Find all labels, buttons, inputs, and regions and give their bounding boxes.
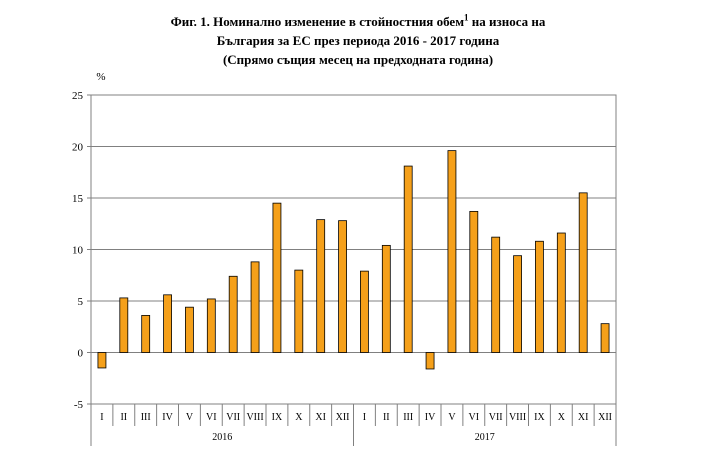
x-tick-label: XI	[578, 412, 589, 423]
bar	[141, 315, 151, 353]
bar	[469, 210, 479, 353]
x-tick-label: VIII	[509, 412, 526, 423]
y-tick-label: 0	[78, 348, 84, 360]
x-tick-label: VII	[226, 412, 240, 423]
chart-title-line-1: Фиг. 1. Номинално изменение в стойностни…	[170, 12, 546, 29]
x-tick-label: I	[100, 412, 103, 423]
x-group-label: 2016	[212, 432, 232, 443]
y-tick-label: 15	[72, 193, 84, 205]
y-axis-ticks: 25 20 15 10 5 0 -5	[72, 90, 91, 411]
bar	[119, 297, 129, 353]
y-axis-label: %	[96, 71, 105, 83]
bar	[556, 232, 566, 353]
bar	[578, 192, 588, 353]
gridlines	[91, 146, 616, 353]
x-tick-label: V	[186, 412, 194, 423]
bar	[97, 352, 107, 369]
x-tick-label: I	[363, 412, 366, 423]
y-tick-label: 5	[78, 296, 84, 308]
chart-title-line-2: България за ЕС през периода 2016 - 2017 …	[216, 33, 500, 48]
x-axis: I II III IV V VI VII VIII IX X XI XII I II III IV V VI VII…	[90, 404, 617, 446]
bar	[360, 270, 369, 353]
bar	[513, 255, 522, 353]
chart-title: Фиг. 1. Номинално изменение в стойностни…	[0, 12, 716, 69]
x-tick-label: IV	[162, 412, 173, 423]
bar	[600, 323, 610, 353]
bars	[97, 150, 610, 370]
x-tick-label: VII	[489, 412, 503, 423]
x-tick-label: III	[403, 412, 413, 423]
x-group-label: 2017	[475, 432, 495, 443]
bar	[491, 236, 501, 353]
bar	[228, 275, 238, 353]
bar	[338, 220, 347, 353]
x-tick-label: IX	[272, 412, 283, 423]
x-tick-label: VI	[469, 412, 480, 423]
bar	[316, 219, 326, 353]
y-tick-label: -5	[74, 399, 84, 411]
x-tick-label: X	[295, 412, 303, 423]
bar	[272, 202, 282, 353]
bar	[447, 150, 457, 353]
y-tick-label: 20	[72, 142, 84, 154]
x-tick-label: II	[383, 412, 390, 423]
x-tick-label: II	[120, 412, 127, 423]
x-tick-label: IV	[425, 412, 436, 423]
bar	[250, 261, 260, 353]
bar	[381, 244, 391, 353]
bar	[294, 269, 304, 353]
bar	[535, 240, 544, 353]
x-tick-label: V	[448, 412, 456, 423]
y-tick-label: 10	[72, 245, 84, 257]
bar	[403, 165, 413, 353]
x-tick-label: X	[558, 412, 566, 423]
bar	[185, 306, 194, 353]
chart-title-line-3: (Спрямо същия месец на предходната годин…	[222, 52, 494, 67]
x-tick-label: XII	[598, 412, 612, 423]
x-tick-label: XII	[336, 412, 350, 423]
bar	[163, 294, 172, 353]
footnote-marker: 1	[464, 12, 469, 23]
x-tick-label: XI	[315, 412, 326, 423]
x-tick-label: III	[141, 412, 151, 423]
bar	[425, 352, 435, 370]
x-tick-label: VIII	[246, 412, 263, 423]
x-tick-label: IX	[534, 412, 545, 423]
y-tick-label: 25	[72, 90, 84, 102]
x-tick-label: VI	[206, 412, 217, 423]
bar	[206, 298, 216, 353]
